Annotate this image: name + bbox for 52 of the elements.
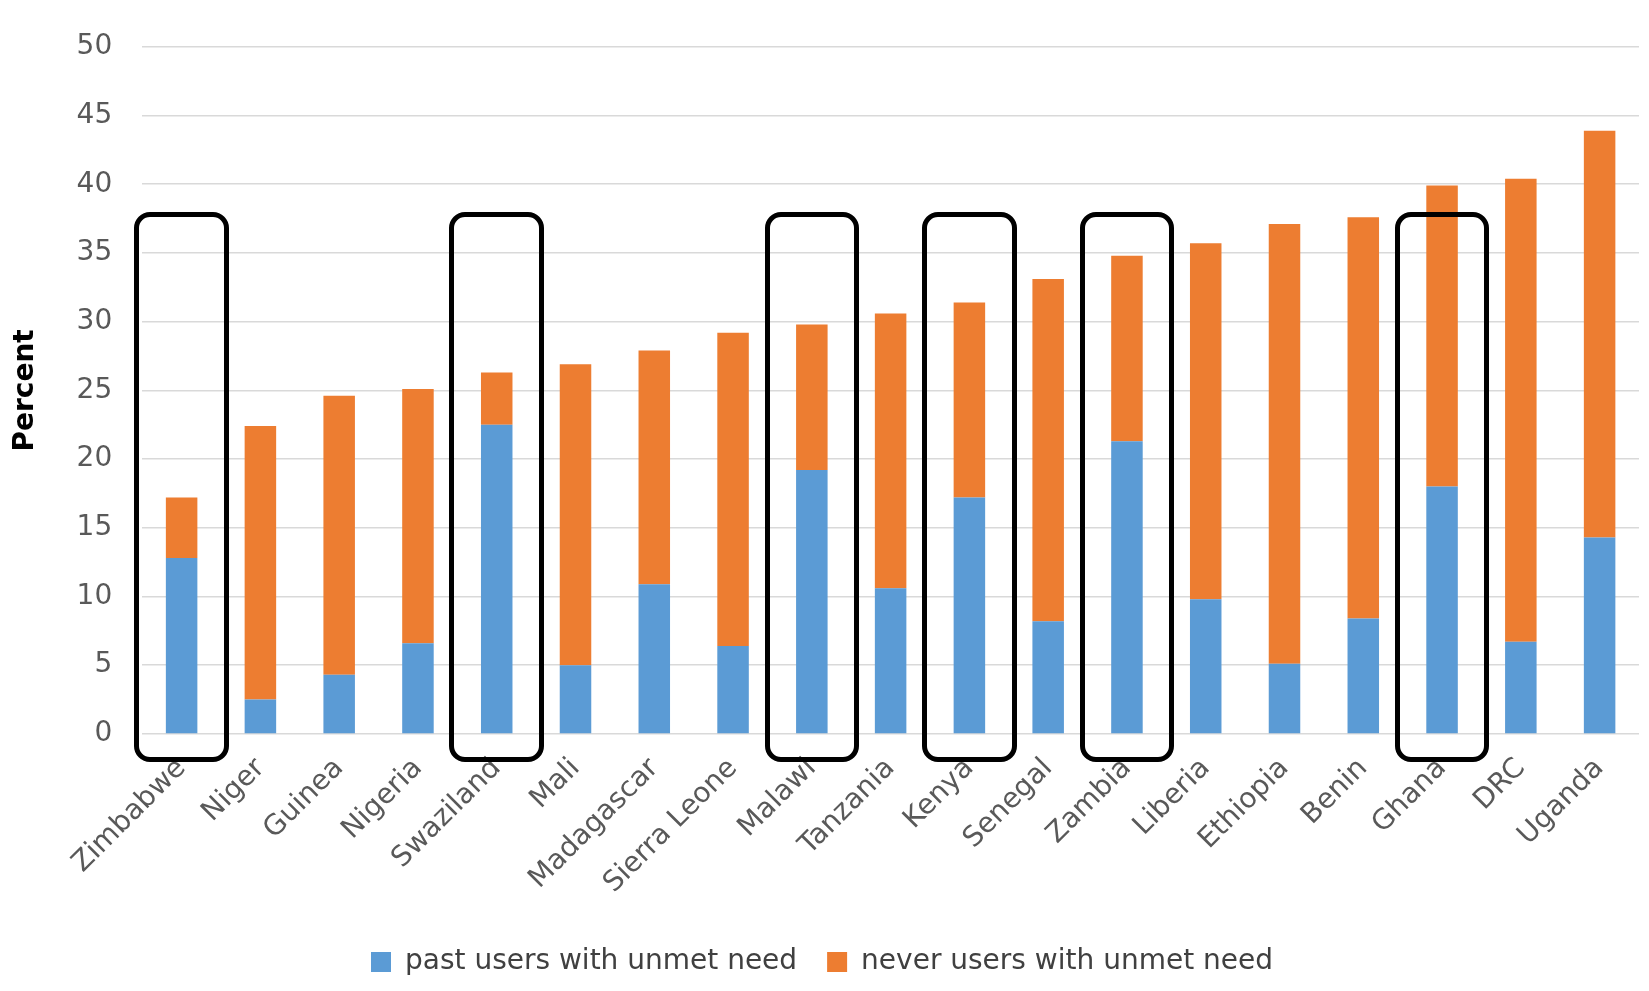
bar	[1111, 441, 1143, 734]
y-tick-label: 10	[76, 577, 113, 611]
bar	[1189, 599, 1222, 734]
bar	[480, 424, 513, 734]
bar	[1268, 663, 1301, 734]
bar	[1583, 537, 1616, 734]
y-tick-label: 30	[76, 302, 113, 336]
bar	[717, 332, 749, 646]
bar	[480, 372, 513, 425]
legend-label: never users with unmet need	[861, 943, 1274, 977]
bar	[1268, 224, 1301, 664]
bar	[1111, 255, 1143, 442]
bar	[165, 558, 198, 734]
bar	[953, 497, 986, 734]
bar	[1032, 621, 1064, 734]
bar	[244, 426, 277, 700]
bar	[323, 674, 355, 734]
y-tick-label: 20	[76, 440, 113, 474]
bar	[638, 350, 671, 585]
bar	[559, 364, 592, 666]
bar	[402, 643, 434, 734]
bar	[1032, 279, 1064, 622]
y-tick-label: 25	[76, 371, 113, 405]
bar	[1347, 618, 1380, 734]
bar	[244, 699, 277, 734]
y-tick-label: 40	[76, 165, 113, 199]
legend-label: past users with unmet need	[405, 943, 798, 977]
bar	[1583, 130, 1616, 538]
bar	[165, 497, 198, 559]
bar	[1347, 217, 1380, 619]
bar	[1426, 185, 1458, 487]
bar	[323, 395, 355, 675]
bar	[717, 645, 749, 734]
y-tick-label: 50	[76, 28, 113, 62]
bar	[796, 470, 828, 734]
bar	[874, 313, 907, 589]
y-tick-label: 45	[76, 96, 113, 130]
bar	[1426, 486, 1458, 734]
bar	[638, 584, 671, 734]
bar	[1505, 641, 1537, 734]
bar	[402, 388, 434, 644]
y-axis-title: Percent	[7, 329, 41, 452]
y-tick-label: 15	[76, 509, 113, 543]
bar	[1505, 178, 1537, 642]
y-tick-label: 35	[76, 234, 113, 268]
bar	[874, 588, 907, 734]
bar	[559, 665, 592, 734]
bar	[1189, 243, 1222, 600]
y-tick-label: 0	[94, 715, 113, 749]
bar	[796, 324, 828, 471]
bar	[953, 302, 986, 498]
y-tick-label: 5	[94, 646, 113, 680]
